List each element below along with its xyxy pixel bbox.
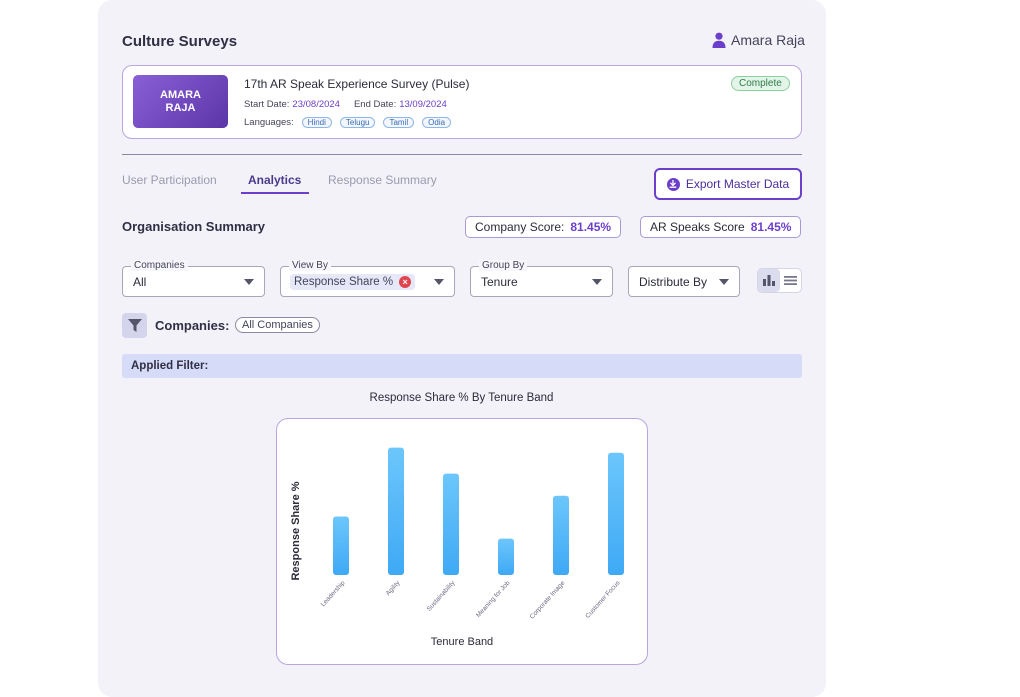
user-profile[interactable]: Amara Raja [712, 32, 805, 48]
bar-chart-view-button[interactable] [758, 269, 780, 292]
divider [122, 154, 802, 155]
company-score-label: Company Score: [475, 220, 565, 234]
companies-select[interactable]: Companies All [122, 260, 265, 297]
companies-value: All [133, 274, 147, 289]
group-by-value: Tenure [481, 274, 518, 289]
x-tick-label: Customer Focus [584, 579, 622, 620]
bar-agility[interactable] [388, 447, 404, 575]
company-logo: AMARA RAJA [133, 75, 228, 128]
companies-filter-chip[interactable]: All Companies [235, 317, 320, 333]
remove-chip-icon[interactable]: × [399, 275, 412, 288]
status-badge: Complete [731, 76, 790, 91]
language-pill: Telugu [339, 117, 376, 128]
company-score-value: 81.45% [570, 220, 612, 234]
start-date-label: Start Date: [244, 99, 290, 110]
distribute-by-select[interactable]: Distribute By [628, 266, 740, 297]
x-tick-label: Agility [385, 579, 402, 597]
distribute-by-value: Distribute By [639, 274, 708, 289]
group-by-legend: Group By [479, 260, 528, 271]
ar-score-value: 81.45% [750, 220, 792, 234]
export-master-data-button[interactable]: Export Master Data [654, 168, 802, 200]
languages-label: Languages: [244, 117, 294, 128]
bar-corporate-image[interactable] [553, 495, 569, 575]
start-date: 23/08/2024 [292, 99, 340, 110]
y-axis-label: Response Share % [290, 481, 302, 580]
tab-user-participation[interactable]: User Participation [122, 173, 217, 187]
language-pill: Hindi [301, 117, 332, 128]
section-title: Organisation Summary [122, 219, 266, 234]
x-tick-label: Meaning for Job [475, 579, 512, 619]
chevron-down-icon [244, 279, 254, 285]
view-by-legend: View By [289, 260, 331, 271]
chevron-down-icon [592, 279, 602, 285]
tab-response-summary[interactable]: Response Summary [328, 173, 437, 187]
bar-chart: Leadership Agility Sustainability Meaning f… [290, 447, 624, 648]
view-by-select[interactable]: View By Response Share % × [280, 260, 455, 297]
x-tick-label: Leadership [320, 579, 347, 608]
x-tick-label: Corporate Image [529, 579, 567, 620]
filter-icon[interactable] [122, 313, 147, 338]
chart-title: Response Share % By Tenure Band [369, 392, 554, 404]
export-label: Export Master Data [685, 177, 790, 191]
list-view-button[interactable] [780, 269, 802, 292]
user-name: Amara Raja [731, 32, 805, 48]
page-title: Culture Surveys [122, 33, 238, 50]
end-date-label: End Date: [353, 99, 397, 110]
ar-score-label: AR Speaks Score [650, 220, 745, 234]
bar-meaning-for-job[interactable] [498, 538, 514, 575]
user-icon [712, 32, 726, 48]
active-tab-indicator [241, 192, 309, 194]
view-by-chip-label: Response Share % [294, 275, 394, 288]
download-icon [666, 177, 680, 191]
survey-dates: Start Date: 23/08/2024 End Date: 13/09/2024 [244, 99, 461, 110]
x-axis-label: Tenure Band [431, 636, 493, 648]
end-date: 13/09/2024 [399, 99, 447, 110]
group-by-select[interactable]: Group By Tenure [470, 260, 613, 297]
bar-customer-focus[interactable] [608, 452, 624, 575]
ar-speaks-score-badge: AR Speaks Score 81.45% [640, 216, 802, 238]
survey-card [122, 65, 802, 139]
chevron-down-icon [719, 279, 729, 285]
survey-name: 17th AR Speak Experience Survey (Pulse) [244, 77, 470, 91]
view-toggle [757, 268, 802, 293]
language-pill: Odia [422, 117, 452, 128]
applied-filter-bar: Applied Filter: [122, 354, 802, 378]
companies-filter-label: Companies: [155, 318, 230, 333]
chevron-down-icon [434, 279, 444, 285]
bar-chart-icon [762, 275, 775, 286]
list-icon [783, 276, 797, 285]
language-pill: Tamil [383, 117, 415, 128]
companies-legend: Companies [131, 260, 188, 271]
x-tick-label: Sustainability [426, 579, 457, 613]
bar-leadership[interactable] [333, 516, 349, 576]
company-score-badge: Company Score: 81.45% [465, 216, 622, 238]
bar-sustainability[interactable] [443, 473, 459, 575]
survey-languages: Languages: Hindi Telugu Tamil Odia [244, 117, 452, 128]
tab-analytics[interactable]: Analytics [248, 173, 302, 187]
chart-card: Leadership Agility Sustainability Meaning f… [276, 418, 648, 665]
view-by-chip: Response Share % × [290, 273, 416, 290]
